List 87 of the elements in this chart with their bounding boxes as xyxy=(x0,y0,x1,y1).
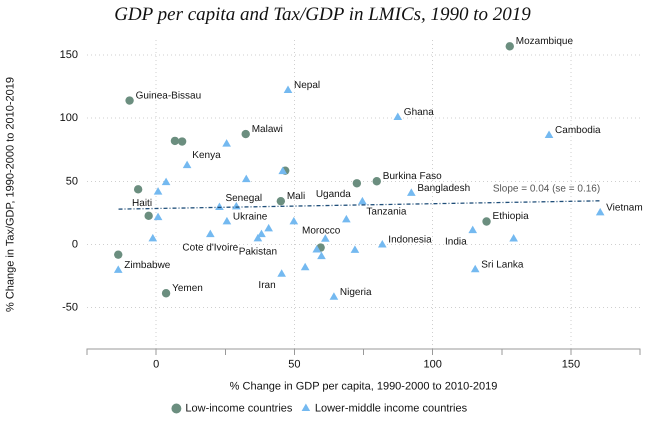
point xyxy=(352,179,362,188)
point xyxy=(154,187,162,195)
y-tick-label: 150 xyxy=(60,49,78,62)
annotation: Nepal xyxy=(294,80,320,92)
x-tick-label: 50 xyxy=(288,358,300,371)
point xyxy=(162,289,170,298)
annotation: Malawi xyxy=(252,124,283,135)
x-axis-title: % Change in GDP per capita, 1990-2000 to 2010-2019 xyxy=(230,380,498,392)
x-tick-label: 150 xyxy=(562,358,580,371)
point xyxy=(482,217,491,226)
point xyxy=(289,216,298,224)
annotation: Yemen xyxy=(172,283,203,294)
point xyxy=(276,196,286,206)
annotation: Ghana xyxy=(404,107,434,118)
point xyxy=(144,212,153,220)
point xyxy=(222,139,231,147)
point xyxy=(342,214,351,222)
annotation: Indonesia xyxy=(388,234,432,246)
point xyxy=(125,96,134,105)
point xyxy=(114,265,123,273)
annotation: Mali xyxy=(286,190,306,202)
point xyxy=(114,250,122,259)
point xyxy=(312,244,322,252)
annotation: India xyxy=(445,236,468,248)
annotation: Vietnam xyxy=(606,202,643,214)
annotation: Iran xyxy=(258,280,276,291)
annotation: Ukraine xyxy=(232,212,268,223)
point xyxy=(242,130,250,138)
x-tick-label: 100 xyxy=(423,358,442,371)
legend-label: Lower-middle income countries xyxy=(314,402,468,415)
annotation: Sri Lanka xyxy=(481,260,524,271)
point xyxy=(407,188,416,196)
annotation: Senegal xyxy=(225,193,262,204)
point xyxy=(277,269,286,277)
point xyxy=(264,224,273,232)
annotation: Pakistan xyxy=(238,246,278,258)
point xyxy=(254,234,262,242)
point xyxy=(321,234,330,242)
point xyxy=(148,234,158,242)
annotation: Uganda xyxy=(316,189,352,200)
annotation: Zimbabwe xyxy=(124,260,171,272)
point xyxy=(154,212,162,220)
point xyxy=(372,177,381,186)
point xyxy=(162,178,170,186)
point xyxy=(182,160,192,168)
annotation: Haiti xyxy=(132,198,152,209)
point xyxy=(330,292,338,300)
point xyxy=(378,240,387,248)
point xyxy=(358,196,367,204)
point xyxy=(278,166,288,174)
point xyxy=(468,226,478,234)
y-tick-label: 100 xyxy=(60,112,78,124)
point xyxy=(506,42,514,51)
point xyxy=(134,185,142,194)
annotation: Tanzania xyxy=(366,206,407,218)
annotation: Nigeria xyxy=(340,287,372,298)
point xyxy=(393,112,402,120)
point xyxy=(284,85,292,93)
point xyxy=(509,234,518,242)
chart-title: GDP per capita and Tax/GDP in LMICs, 1990 to 2019 xyxy=(113,4,532,26)
point xyxy=(242,174,251,182)
x-tick-label: 0 xyxy=(153,358,160,371)
annotation: Bangladesh xyxy=(417,183,470,194)
point xyxy=(222,216,232,224)
point xyxy=(317,252,326,260)
annotation: Kenya xyxy=(192,150,222,161)
y-tick-label: 0 xyxy=(72,238,78,250)
point xyxy=(596,208,605,216)
y-tick-label: 50 xyxy=(66,175,78,188)
point xyxy=(206,230,215,238)
point xyxy=(170,136,180,146)
point xyxy=(470,264,480,272)
point xyxy=(300,262,310,270)
annotation: Cambodia xyxy=(555,125,602,136)
annotation: Slope = 0.04 (se = 0.16) xyxy=(492,184,600,195)
point xyxy=(178,137,186,146)
annotation: Morocco xyxy=(302,226,341,237)
y-tick-label: -50 xyxy=(62,301,78,314)
legend-label: Low-income countries xyxy=(185,402,293,415)
annotation: Guinea-Bissau xyxy=(136,90,202,102)
y-axis-title: % Change in Tax/GDP, 1990-2000 to 2010-2019 xyxy=(4,76,17,312)
annotation: Ethiopia xyxy=(492,211,530,222)
point xyxy=(350,245,360,253)
annotation: Mozambique xyxy=(516,36,574,48)
annotation: Burkina Faso xyxy=(382,171,442,182)
point xyxy=(544,130,554,138)
annotation: Cote d'Ivoire xyxy=(182,242,239,254)
